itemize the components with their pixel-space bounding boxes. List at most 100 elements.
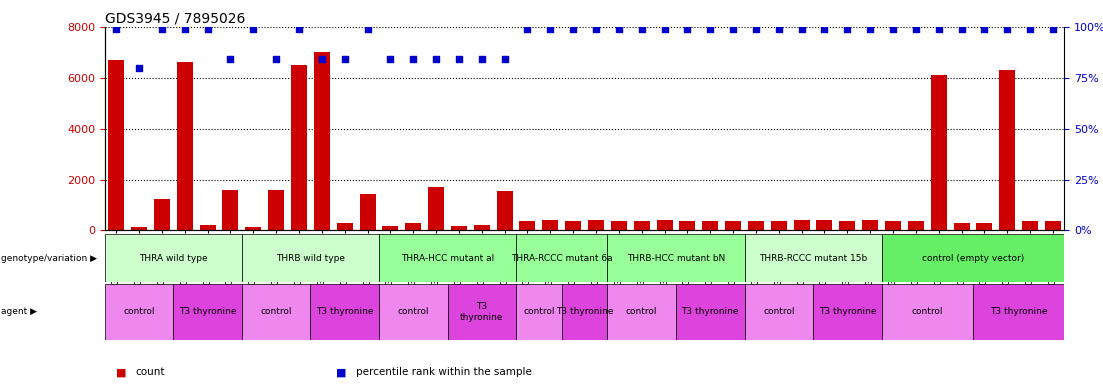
- Bar: [242, 284, 310, 340]
- Point: [975, 26, 993, 32]
- Bar: [839, 221, 855, 230]
- Bar: [516, 234, 608, 282]
- Text: THRA-HCC mutant al: THRA-HCC mutant al: [400, 254, 494, 263]
- Bar: [154, 199, 170, 230]
- Bar: [703, 221, 718, 230]
- Bar: [543, 220, 558, 230]
- Point: [107, 26, 125, 32]
- Text: T3 thyronine: T3 thyronine: [818, 308, 876, 316]
- Point: [702, 26, 719, 32]
- Point: [473, 56, 491, 63]
- Bar: [451, 226, 467, 230]
- Bar: [634, 222, 650, 230]
- Point: [885, 26, 902, 32]
- Point: [861, 26, 879, 32]
- Bar: [881, 284, 973, 340]
- Text: THRB wild type: THRB wild type: [276, 254, 345, 263]
- Point: [1021, 26, 1039, 32]
- Point: [930, 26, 947, 32]
- Bar: [379, 234, 516, 282]
- Text: control (empty vector): control (empty vector): [922, 254, 1024, 263]
- Bar: [200, 225, 215, 230]
- Text: control: control: [124, 308, 154, 316]
- Point: [793, 26, 811, 32]
- Bar: [745, 284, 813, 340]
- Point: [518, 26, 536, 32]
- Text: ■: ■: [336, 367, 347, 377]
- Text: control: control: [523, 308, 555, 316]
- Bar: [379, 284, 448, 340]
- Point: [747, 26, 764, 32]
- Bar: [908, 221, 924, 230]
- Point: [1045, 26, 1062, 32]
- Bar: [516, 284, 561, 340]
- Bar: [676, 284, 745, 340]
- Bar: [1045, 221, 1061, 230]
- Point: [953, 26, 971, 32]
- Point: [587, 26, 604, 32]
- Bar: [1022, 221, 1038, 230]
- Bar: [863, 220, 878, 230]
- Point: [725, 26, 742, 32]
- Bar: [816, 220, 833, 230]
- Text: agent ▶: agent ▶: [1, 308, 38, 316]
- Point: [222, 56, 239, 63]
- Point: [199, 26, 216, 32]
- Bar: [611, 221, 627, 230]
- Bar: [608, 234, 745, 282]
- Bar: [314, 52, 330, 230]
- Bar: [173, 284, 242, 340]
- Bar: [105, 284, 173, 340]
- Point: [427, 56, 445, 63]
- Text: THRA-RCCC mutant 6a: THRA-RCCC mutant 6a: [511, 254, 612, 263]
- Bar: [242, 234, 379, 282]
- Bar: [496, 191, 513, 230]
- Bar: [448, 284, 516, 340]
- Point: [633, 26, 651, 32]
- Point: [678, 26, 696, 32]
- Point: [770, 26, 788, 32]
- Bar: [474, 225, 490, 230]
- Text: THRA wild type: THRA wild type: [139, 254, 207, 263]
- Point: [610, 26, 628, 32]
- Point: [405, 56, 422, 63]
- Bar: [223, 190, 238, 230]
- Point: [838, 26, 856, 32]
- Point: [153, 26, 171, 32]
- Bar: [656, 220, 673, 230]
- Bar: [608, 284, 676, 340]
- Bar: [268, 190, 285, 230]
- Bar: [748, 221, 764, 230]
- Text: THRB-RCCC mutant 15b: THRB-RCCC mutant 15b: [759, 254, 867, 263]
- Point: [245, 26, 263, 32]
- Point: [998, 26, 1016, 32]
- Bar: [679, 221, 695, 230]
- Text: ■: ■: [116, 367, 127, 377]
- Text: T3 thyronine: T3 thyronine: [556, 308, 613, 316]
- Bar: [336, 223, 353, 230]
- Point: [495, 56, 513, 63]
- Bar: [176, 63, 193, 230]
- Bar: [291, 65, 307, 230]
- Text: T3 thyronine: T3 thyronine: [682, 308, 739, 316]
- Bar: [725, 221, 741, 230]
- Bar: [976, 223, 993, 230]
- Bar: [813, 284, 881, 340]
- Point: [313, 56, 331, 63]
- Bar: [405, 223, 421, 230]
- Bar: [105, 234, 242, 282]
- Text: T3 thyronine: T3 thyronine: [179, 308, 236, 316]
- Bar: [520, 222, 535, 230]
- Text: GDS3945 / 7895026: GDS3945 / 7895026: [105, 12, 245, 26]
- Bar: [745, 234, 881, 282]
- Point: [358, 26, 376, 32]
- Point: [290, 26, 308, 32]
- Point: [815, 26, 834, 32]
- Text: control: control: [763, 308, 794, 316]
- Bar: [565, 222, 581, 230]
- Bar: [973, 284, 1064, 340]
- Bar: [954, 223, 970, 230]
- Bar: [931, 75, 946, 230]
- Bar: [383, 226, 398, 230]
- Point: [450, 56, 468, 63]
